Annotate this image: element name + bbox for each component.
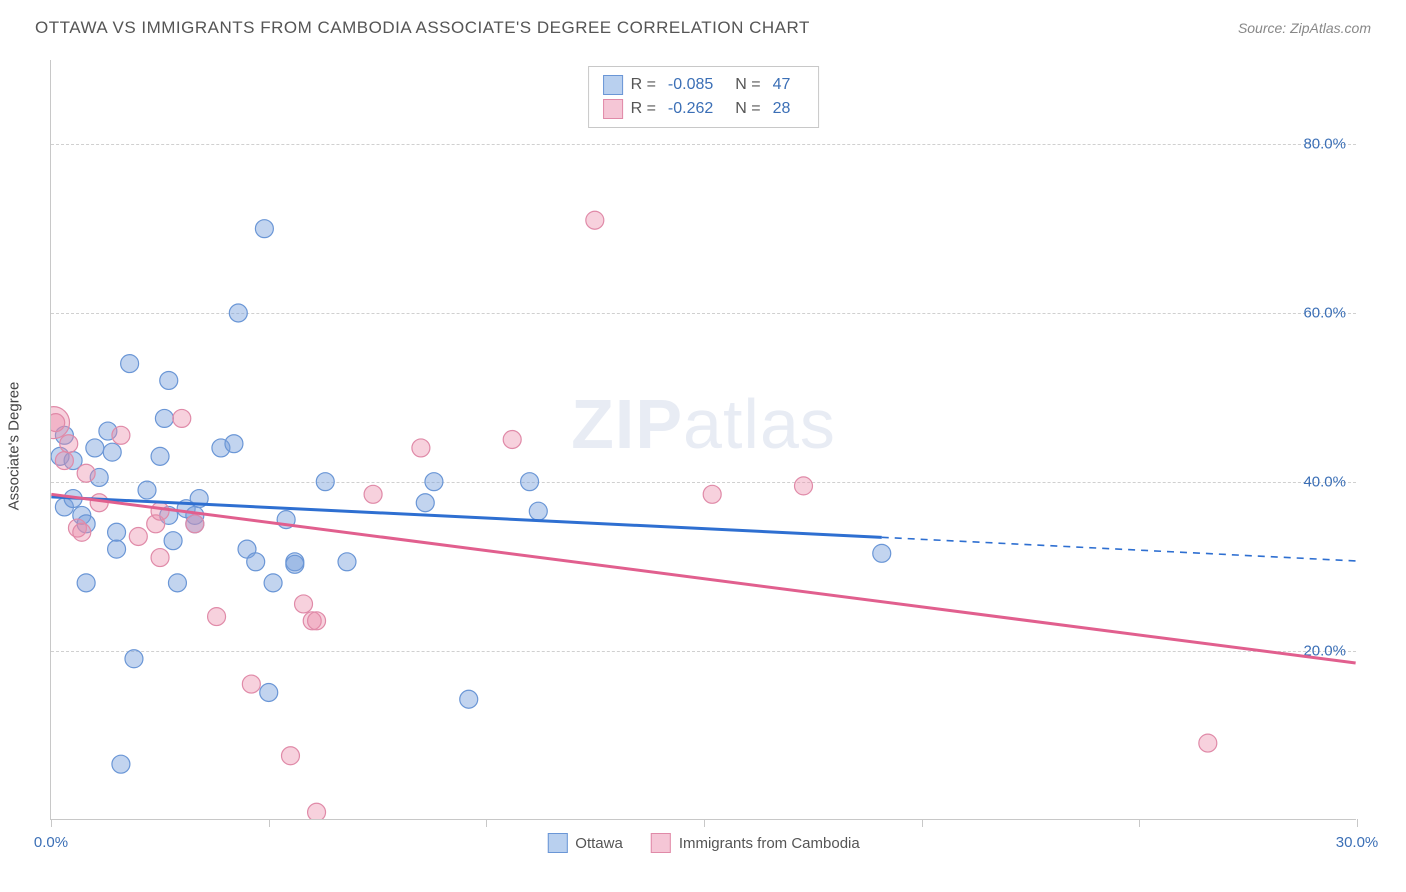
data-point <box>138 481 156 499</box>
x-tick-label: 30.0% <box>1336 834 1379 851</box>
data-point <box>873 544 891 562</box>
data-point <box>108 540 126 558</box>
swatch-ottawa <box>603 75 623 95</box>
data-point <box>503 431 521 449</box>
legend-row-cambodia: R = -0.262 N = 28 <box>603 97 805 121</box>
data-point <box>308 612 326 630</box>
data-point <box>151 549 169 567</box>
data-point <box>103 443 121 461</box>
x-tick-mark <box>486 819 487 827</box>
regression-line <box>51 494 1355 663</box>
data-point <box>247 553 265 571</box>
y-axis-title: Associate's Degree <box>6 382 23 511</box>
x-tick-mark <box>51 819 52 827</box>
r-value-ottawa: -0.085 <box>668 76 713 94</box>
data-point <box>364 485 382 503</box>
data-point <box>186 515 204 533</box>
data-point <box>703 485 721 503</box>
data-point <box>281 747 299 765</box>
data-point <box>316 473 334 491</box>
data-point <box>260 684 278 702</box>
source-label: Source: ZipAtlas.com <box>1238 20 1371 36</box>
data-point <box>168 574 186 592</box>
data-point <box>416 494 434 512</box>
data-point <box>86 439 104 457</box>
swatch-ottawa-bottom <box>547 833 567 853</box>
correlation-legend: R = -0.085 N = 47 R = -0.262 N = 28 <box>588 66 820 128</box>
data-point <box>208 608 226 626</box>
data-point <box>55 452 73 470</box>
data-point <box>412 439 430 457</box>
data-point <box>308 803 326 819</box>
x-tick-mark <box>1357 819 1358 827</box>
series-legend: Ottawa Immigrants from Cambodia <box>547 833 859 853</box>
chart-plot-area: ZIPatlas 20.0%40.0%60.0%80.0% 0.0%30.0% … <box>50 60 1356 820</box>
data-point <box>77 574 95 592</box>
x-tick-mark <box>704 819 705 827</box>
data-point <box>173 409 191 427</box>
x-tick-mark <box>922 819 923 827</box>
data-point <box>151 502 169 520</box>
data-point <box>112 426 130 444</box>
data-point <box>795 477 813 495</box>
data-point <box>229 304 247 322</box>
data-point <box>60 435 78 453</box>
data-point <box>155 409 173 427</box>
legend-item-ottawa: Ottawa <box>547 833 623 853</box>
data-point <box>529 502 547 520</box>
data-point <box>460 690 478 708</box>
data-point <box>521 473 539 491</box>
x-tick-mark <box>269 819 270 827</box>
data-point <box>264 574 282 592</box>
data-point <box>129 527 147 545</box>
data-point <box>425 473 443 491</box>
data-point <box>73 523 91 541</box>
data-point <box>286 555 304 573</box>
regression-line-extrapolated <box>882 537 1356 561</box>
x-tick-mark <box>1139 819 1140 827</box>
data-point <box>112 755 130 773</box>
data-point <box>338 553 356 571</box>
data-point <box>160 371 178 389</box>
data-point <box>51 414 65 432</box>
data-point <box>151 447 169 465</box>
data-point <box>586 211 604 229</box>
r-value-cambodia: -0.262 <box>668 100 713 118</box>
data-point <box>164 532 182 550</box>
data-point <box>108 523 126 541</box>
data-point <box>77 464 95 482</box>
scatter-plot-svg <box>51 60 1356 819</box>
data-point <box>255 220 273 238</box>
data-point <box>295 595 313 613</box>
data-point <box>225 435 243 453</box>
data-point <box>1199 734 1217 752</box>
data-point <box>125 650 143 668</box>
legend-row-ottawa: R = -0.085 N = 47 <box>603 73 805 97</box>
swatch-cambodia <box>603 99 623 119</box>
n-value-ottawa: 47 <box>773 76 791 94</box>
data-point <box>121 355 139 373</box>
data-point <box>242 675 260 693</box>
n-value-cambodia: 28 <box>773 100 791 118</box>
swatch-cambodia-bottom <box>651 833 671 853</box>
x-tick-label: 0.0% <box>34 834 68 851</box>
chart-title: OTTAWA VS IMMIGRANTS FROM CAMBODIA ASSOC… <box>35 18 810 38</box>
legend-item-cambodia: Immigrants from Cambodia <box>651 833 860 853</box>
